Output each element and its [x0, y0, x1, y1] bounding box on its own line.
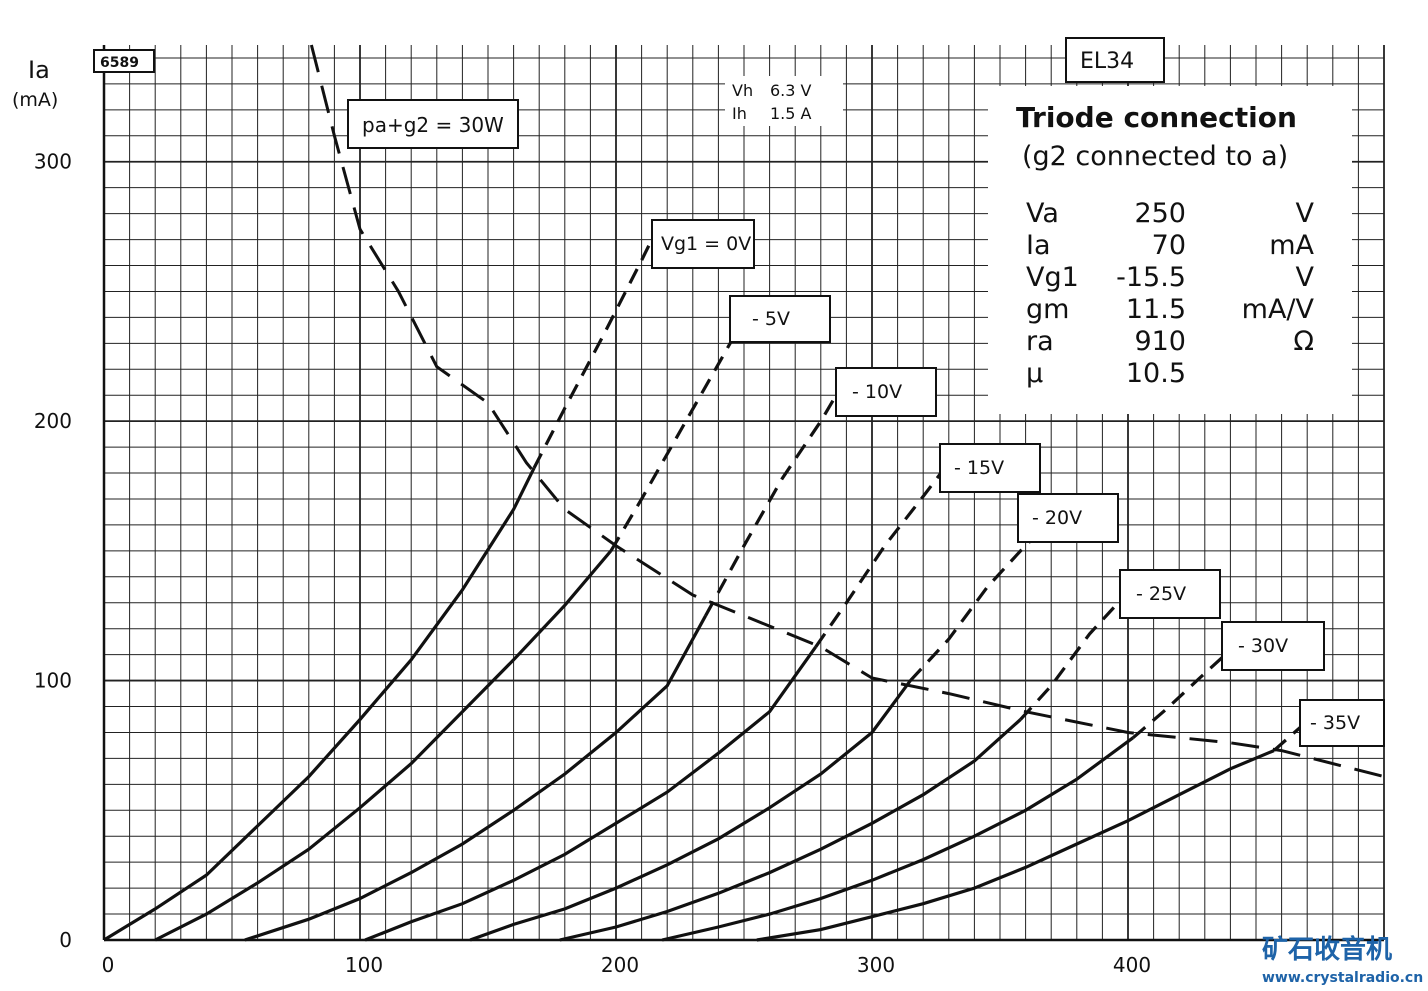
- dissipation-curve: [309, 44, 1385, 779]
- info-title: Triode connection: [1016, 101, 1297, 134]
- watermark: 矿石收音机 www.crystalradio.cn: [1262, 934, 1423, 986]
- watermark-url: www.crystalradio.cn: [1262, 970, 1423, 986]
- curve-label: - 35V: [1310, 712, 1360, 734]
- info-param: Ia: [1026, 230, 1051, 261]
- info-unit: V: [1296, 262, 1315, 293]
- curve-label: - 25V: [1136, 583, 1186, 605]
- curve-labels: Vg1 = 0V - 5V - 10V - 15V - 20V - 25V - …: [651, 219, 1385, 747]
- series-line-solid: [559, 718, 1022, 942]
- x-tick-label: 400: [1113, 953, 1151, 977]
- info-value: 910: [1134, 326, 1186, 357]
- chart-title: EL34: [1080, 49, 1134, 74]
- info-value: -15.5: [1116, 262, 1186, 293]
- curve-label: Vg1 = 0V: [661, 233, 751, 255]
- info-param: Va: [1026, 198, 1059, 229]
- info-value: 250: [1134, 198, 1186, 229]
- info-param: μ: [1026, 358, 1043, 389]
- curve-label: - 30V: [1238, 635, 1288, 657]
- info-value: 70: [1152, 230, 1186, 261]
- info-unit: mA/V: [1242, 294, 1315, 325]
- info-param: gm: [1026, 294, 1069, 325]
- curve-label-box: [1119, 569, 1221, 619]
- x-tick-label: 200: [601, 953, 639, 977]
- x-tick-label: 300: [857, 953, 895, 977]
- series-line-solid: [103, 467, 536, 942]
- dissipation-label-box: [347, 99, 519, 149]
- dissipation-label: pa+g2 = 30W: [362, 113, 504, 137]
- series-line-dashed: [814, 461, 951, 648]
- chart-id: 6589: [100, 55, 139, 71]
- series-line-dashed: [909, 528, 1043, 682]
- series-line-dashed: [704, 394, 838, 617]
- curve-label-box: [1299, 699, 1385, 747]
- tick-labels: 0 100 200 300 400 0 100 200 300: [34, 150, 1151, 977]
- series-line-dashed: [609, 327, 741, 552]
- series-line-solid: [244, 614, 708, 942]
- info-box: Triode connection (g2 connected to a) Va…: [988, 86, 1352, 414]
- heater-vh-label: Vh: [732, 81, 753, 100]
- curve-label: - 5V: [752, 308, 790, 330]
- y-tick-label: 300: [34, 150, 72, 174]
- info-param: Vg1: [1026, 262, 1079, 293]
- info-unit: mA: [1269, 230, 1314, 261]
- x-tick-label: 0: [102, 953, 115, 977]
- x-tick-label: 100: [345, 953, 383, 977]
- info-value: 10.5: [1126, 358, 1186, 389]
- heater-box: [725, 76, 843, 126]
- title-box: [1065, 37, 1165, 83]
- curves: [103, 44, 1385, 942]
- y-tick-label: 0: [59, 928, 72, 952]
- curve-label-box: [1221, 621, 1325, 671]
- heater-vh-value: 6.3 V: [770, 81, 812, 100]
- curve-label: - 15V: [954, 457, 1004, 479]
- curve-label-box: [1017, 493, 1119, 543]
- y-axis-symbol: Ia: [28, 56, 50, 84]
- curve-label-box: [651, 219, 755, 269]
- curve-label-box: [729, 295, 831, 343]
- info-value: 11.5: [1126, 294, 1186, 325]
- series-line-dashed: [1132, 653, 1227, 739]
- series-line-solid: [469, 679, 912, 942]
- info-rows: Va 250 V Ia 70 mA Vg1 -15.5 Vgm 11.5 mA/V ra 910 Ωμ 10…: [1026, 198, 1315, 389]
- y-axis-unit: (mA): [12, 89, 58, 111]
- heater-ih-value: 1.5 A: [770, 104, 812, 123]
- series-line-solid: [154, 549, 613, 942]
- series-line-dashed: [532, 238, 654, 469]
- heater-ih-label: Ih: [732, 104, 747, 123]
- info-subtitle: (g2 connected to a): [1022, 141, 1288, 172]
- info-unit: Ω: [1293, 326, 1314, 357]
- curve-label-box: [939, 443, 1041, 493]
- info-unit: V: [1296, 198, 1315, 229]
- watermark-title: 矿石收音机: [1262, 934, 1392, 965]
- chart-id-box: [93, 49, 155, 73]
- curve-label: - 10V: [852, 381, 902, 403]
- series-line-solid: [364, 645, 818, 942]
- y-tick-label: 200: [34, 409, 72, 433]
- series-line-solid: [756, 749, 1275, 942]
- series-line-solid: [661, 736, 1135, 942]
- curve-label: - 20V: [1032, 507, 1082, 529]
- info-param: ra: [1026, 326, 1054, 357]
- info-box-frame: [988, 86, 1352, 414]
- curve-label-box: [835, 367, 937, 417]
- y-tick-label: 100: [34, 669, 72, 693]
